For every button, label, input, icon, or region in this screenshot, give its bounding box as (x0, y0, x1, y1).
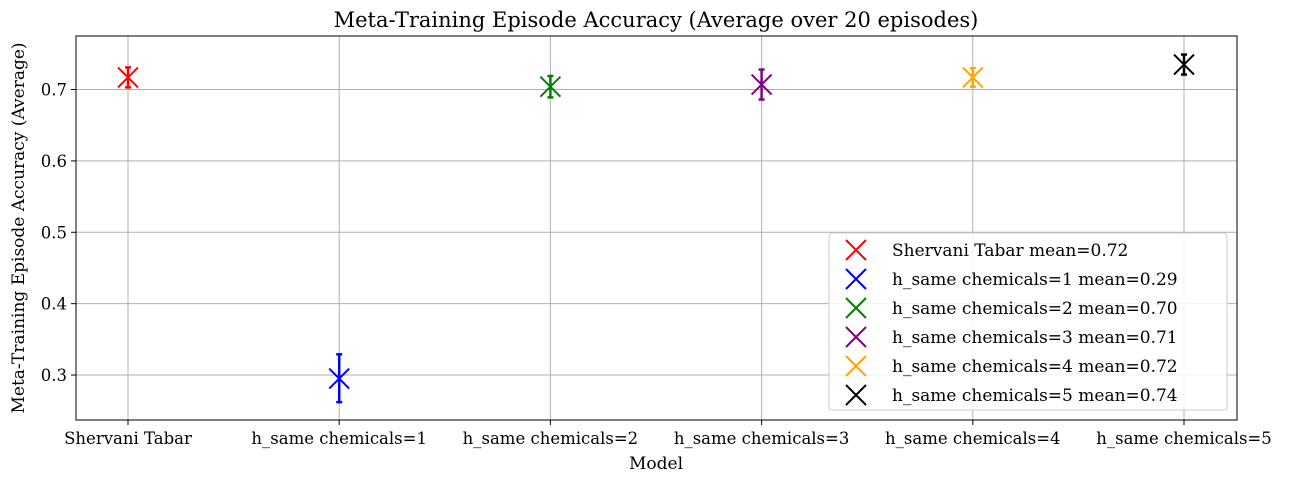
legend-box (828, 232, 1228, 411)
x-marker (1173, 53, 1195, 76)
x-marker (750, 73, 773, 96)
x-tick-label: Shervani Tabar (64, 429, 192, 448)
legend-item: h_same chemicals=1 mean=0.29 (845, 268, 1178, 290)
legend-label: h_same chemicals=5 mean=0.74 (892, 386, 1178, 406)
y-tick-label: 0.5 (41, 223, 67, 242)
chart-title: Meta-Training Episode Accuracy (Average … (334, 8, 979, 32)
x-marker (539, 75, 562, 98)
legend-marker (845, 326, 867, 348)
x-tick-label: h_same chemicals=2 (463, 429, 639, 448)
legend-marker (845, 268, 867, 290)
x-tick-label: h_same chemicals=1 (251, 429, 427, 448)
x-tick-label: h_same chemicals=4 (885, 429, 1061, 448)
y-tick-label: 0.7 (41, 81, 67, 100)
x-marker (117, 66, 139, 89)
y-tick-label: 0.4 (41, 295, 67, 314)
data-point (962, 66, 984, 89)
x-marker (962, 66, 984, 89)
data-point (117, 66, 139, 89)
x-axis-label: Model (629, 454, 683, 474)
y-tick-label: 0.3 (41, 366, 67, 385)
x-marker (328, 367, 350, 390)
x-tick-label: h_same chemicals=5 (1096, 429, 1272, 448)
y-tick-label: 0.6 (41, 152, 67, 171)
data-marks (117, 53, 1195, 404)
legend: Shervani Tabar mean=0.72 h_same chemicals… (828, 232, 1228, 411)
data-point (328, 353, 350, 404)
data-point (539, 74, 562, 99)
legend-marker (845, 384, 867, 406)
legend-label: h_same chemicals=4 mean=0.72 (892, 357, 1178, 377)
legend-item: h_same chemicals=2 mean=0.70 (845, 297, 1178, 319)
legend-label: h_same chemicals=3 mean=0.71 (892, 328, 1178, 348)
data-point (750, 68, 773, 101)
legend-label: Shervani Tabar mean=0.72 (892, 241, 1128, 261)
y-axis-label: Meta-Training Episode Accuracy (Average) (9, 42, 29, 413)
legend-item: h_same chemicals=5 mean=0.74 (845, 384, 1178, 406)
legend-label: h_same chemicals=2 mean=0.70 (892, 299, 1178, 319)
grid (76, 36, 1237, 420)
legend-marker (845, 355, 867, 377)
legend-item: h_same chemicals=4 mean=0.72 (845, 355, 1178, 377)
legend-item: Shervani Tabar mean=0.72 (845, 239, 1128, 261)
legend-item: h_same chemicals=3 mean=0.71 (845, 326, 1178, 348)
legend-marker (845, 239, 867, 261)
axis-ticks: 0.3 0.4 0.5 0.6 0.7 Shervani Tabar h_same chem… (41, 81, 1272, 448)
plot-frame (75, 35, 1238, 421)
data-point (1173, 53, 1195, 76)
x-tick-label: h_same chemicals=3 (674, 429, 850, 448)
legend-marker (845, 297, 867, 319)
legend-label: h_same chemicals=1 mean=0.29 (892, 270, 1178, 290)
